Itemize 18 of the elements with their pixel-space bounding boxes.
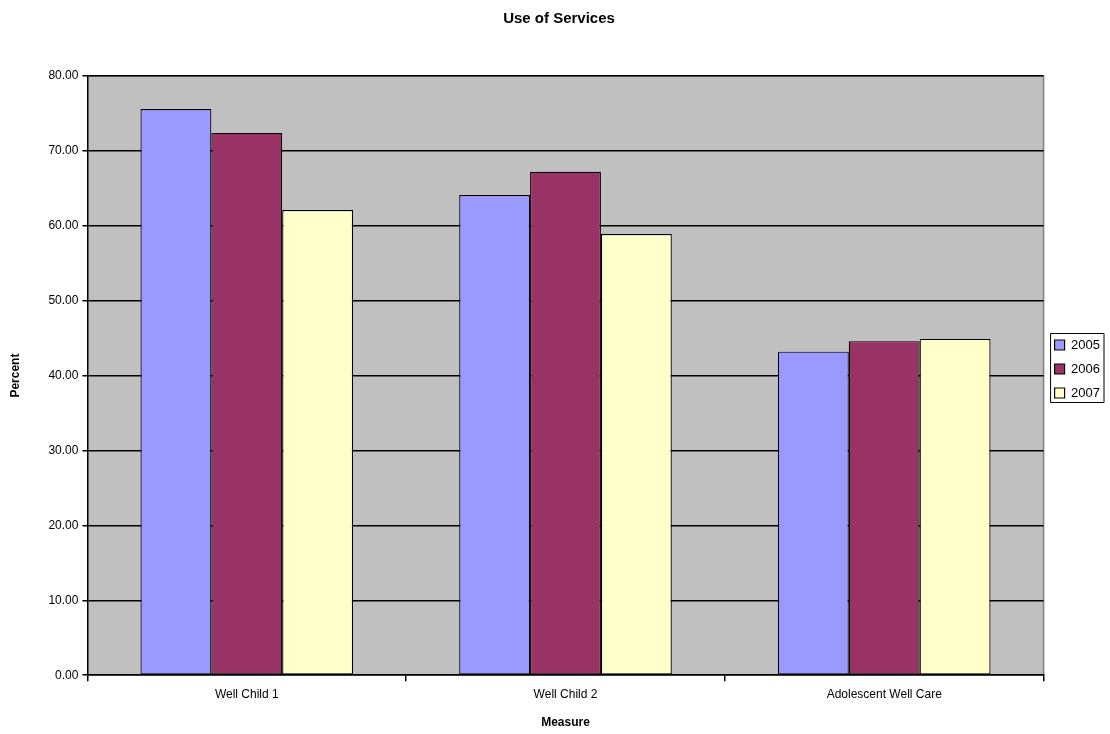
y-tick-label: 60.00: [48, 218, 79, 233]
y-tick-label: 10.00: [48, 592, 79, 607]
x-tick-label: Well Child 1: [214, 686, 280, 701]
y-tick-label: 20.00: [48, 517, 79, 532]
y-tick-label: 40.00: [48, 367, 79, 382]
y-tick-label: 50.00: [48, 293, 79, 308]
y-tick-label: 30.00: [48, 442, 79, 457]
y-tick-label: 0.00: [55, 667, 79, 682]
legend-label: 2006: [1071, 360, 1100, 376]
x-axis-title: Measure: [541, 715, 591, 730]
chart-title: Use of Services: [503, 9, 615, 27]
y-tick-label: 70.00: [48, 143, 79, 158]
x-tick-label: Well Child 2: [533, 686, 598, 701]
y-tick-label: 80.00: [48, 68, 79, 83]
y-axis-title: Percent: [7, 353, 22, 398]
legend-label: 2007: [1071, 384, 1100, 400]
x-tick-label: Adolescent Well Care: [826, 686, 943, 701]
legend-label: 2005: [1071, 336, 1100, 352]
